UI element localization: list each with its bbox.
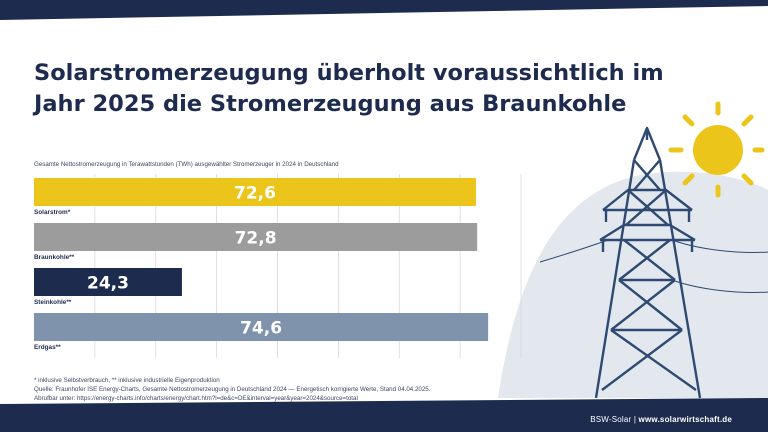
bar-layer: 72,6 Solarstrom* 72,8 Braunkohle** 24,3 Stein…	[34, 178, 489, 351]
top-band	[0, 0, 768, 20]
bottom-band	[0, 398, 768, 432]
hill-shape	[498, 171, 768, 398]
chart-subtitle: Gesamte Nettostromerzeugung in Terawatts…	[34, 161, 339, 168]
footnote-url: Abrufbar unter: https://energy-charts.in…	[34, 395, 358, 403]
brand-name: BSW-Solar	[590, 415, 632, 424]
value-label-1: 72,6	[234, 184, 276, 204]
bar-4	[34, 313, 489, 341]
brand-footer: BSW-Solar | www.solarwirtschaft.de	[590, 415, 732, 424]
value-label-3: 24,3	[87, 274, 129, 294]
brand-separator: |	[631, 415, 639, 424]
category-label-1: Solarstrom*	[34, 209, 71, 216]
footnote-definitions: * inklusive Selbstverbrauch, ** inklusiv…	[34, 377, 220, 384]
value-label-4: 74,6	[240, 319, 282, 339]
value-label-2: 72,8	[235, 229, 277, 249]
sun-icon	[668, 101, 765, 198]
headline-line-1: Solarstromerzeugung überholt voraussicht…	[34, 60, 664, 86]
headline: Solarstromerzeugung überholt voraussicht…	[34, 58, 674, 120]
brand-url[interactable]: www.solarwirtschaft.de	[638, 415, 732, 424]
category-label-3: Steinkohle**	[34, 299, 72, 306]
bar-1	[34, 178, 476, 206]
bar-2	[34, 223, 478, 251]
bar-3	[34, 268, 182, 296]
headline-line-2: Jahr 2025 die Stromerzeugung aus Braunko…	[34, 91, 627, 117]
footnotes: * inklusive Selbstverbrauch, ** inklusiv…	[34, 376, 504, 404]
power-pylon-icon	[539, 126, 768, 399]
category-label-4: Erdgas**	[34, 344, 61, 351]
footnote-source: Quelle: Fraunhofer ISE Energy-Charts, Ge…	[34, 386, 431, 394]
category-label-2: Braunkohle**	[34, 254, 75, 261]
